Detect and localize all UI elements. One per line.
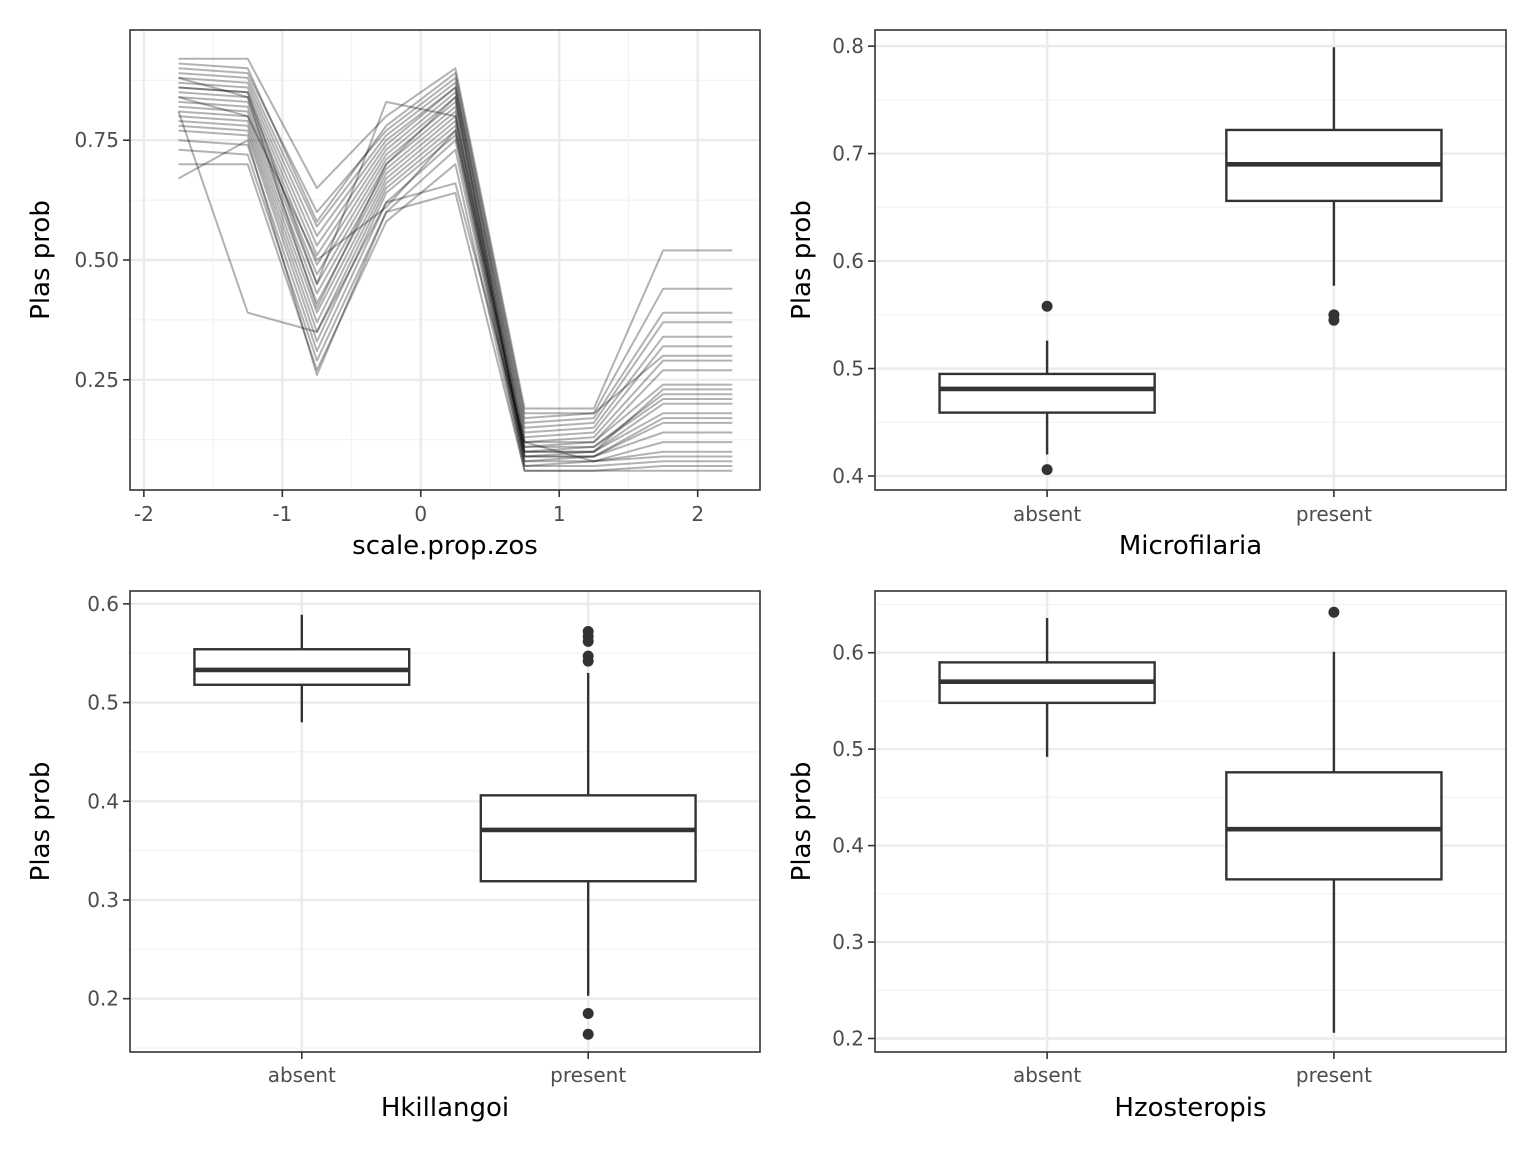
series-line xyxy=(178,81,733,434)
y-axis-title: Plas prob xyxy=(26,200,56,320)
series-line xyxy=(178,139,733,472)
y-tick-label: 0.50 xyxy=(74,248,119,272)
series-line xyxy=(178,91,733,444)
x-tick-label: absent xyxy=(268,1063,336,1087)
y-tick-label: 0.3 xyxy=(87,888,119,912)
y-tick-label: 0.5 xyxy=(832,737,864,761)
series-line xyxy=(178,67,733,420)
x-axis-title: scale.prop.zos xyxy=(352,531,538,561)
series-line xyxy=(178,110,733,453)
box-iqr xyxy=(1225,771,1443,881)
outlier-point xyxy=(582,1028,594,1040)
series-line xyxy=(178,105,733,453)
y-tick-label: 0.4 xyxy=(87,789,119,813)
x-tick-label: 0 xyxy=(414,502,427,526)
outlier-point xyxy=(1328,606,1340,618)
x-axis-title: Hzosteropis xyxy=(1114,1093,1266,1123)
series-line xyxy=(178,72,733,424)
box-iqr xyxy=(193,648,411,686)
x-tick-label: 1 xyxy=(553,502,566,526)
y-tick-label: 0.5 xyxy=(87,691,119,715)
box-panel-hkillangoi: 0.2 0.3 0.4 0.5 0.6 Plas prob Hkillangoi absent… xyxy=(26,590,761,1123)
panel-border xyxy=(874,29,1507,491)
outlier-point xyxy=(1041,300,1053,312)
series-line xyxy=(178,86,733,439)
series-line xyxy=(178,129,733,463)
series-line xyxy=(178,96,733,448)
y-tick-label: 0.2 xyxy=(87,987,119,1011)
x-tick-label: -1 xyxy=(272,502,292,526)
x-tick-label: present xyxy=(1296,1063,1372,1087)
outlier-point xyxy=(582,1008,594,1020)
x-tick-label: absent xyxy=(1013,502,1081,526)
x-tick-label: present xyxy=(1296,502,1372,526)
y-tick-label: 0.7 xyxy=(832,142,864,166)
panel-border xyxy=(129,590,761,1053)
box-iqr xyxy=(479,794,697,883)
series-line xyxy=(178,86,733,453)
x-tick-label: absent xyxy=(1013,1063,1081,1087)
series-line xyxy=(178,163,733,472)
y-axis-title: Plas prob xyxy=(787,200,817,320)
outlier-point xyxy=(1328,314,1340,326)
y-tick-label: 0.8 xyxy=(832,34,864,58)
series-line xyxy=(178,96,733,444)
y-tick-label: 0.6 xyxy=(832,249,864,273)
series-line xyxy=(178,76,733,429)
outlier-point xyxy=(582,655,594,667)
panel-border xyxy=(129,29,761,491)
y-tick-label: 0.25 xyxy=(74,368,119,392)
series-line xyxy=(178,57,733,410)
box-panel-microfilaria: 0.4 0.5 0.6 0.7 0.8 Plas prob Microfilaria abse… xyxy=(787,29,1507,561)
series-line xyxy=(178,120,733,458)
outlier-point xyxy=(1041,464,1053,476)
series-line xyxy=(178,100,733,448)
series-line xyxy=(178,62,733,415)
series-line xyxy=(178,76,733,458)
x-tick-label: -2 xyxy=(134,502,154,526)
line-panel-scale-prop-zos: 0.25 0.50 0.75 Plas prob scale.prop.zos -2 -1 0… xyxy=(26,29,761,561)
series-line xyxy=(178,124,733,463)
box-panel-hzosteropis: 0.2 0.3 0.4 0.5 0.6 Plas prob Hzosteropis absen… xyxy=(787,590,1507,1123)
y-tick-label: 0.3 xyxy=(832,930,864,954)
y-tick-label: 0.2 xyxy=(832,1026,864,1050)
y-axis-title: Plas prob xyxy=(787,762,817,882)
box-iqr xyxy=(938,372,1156,414)
y-tick-label: 0.6 xyxy=(832,641,864,665)
series-line xyxy=(178,115,733,458)
y-tick-label: 0.6 xyxy=(87,592,119,616)
y-tick-label: 0.75 xyxy=(74,128,119,152)
y-tick-label: 0.4 xyxy=(832,834,864,858)
x-tick-label: 2 xyxy=(691,502,704,526)
series-line xyxy=(178,148,733,467)
series-line xyxy=(177,111,733,463)
series-line xyxy=(178,139,733,467)
y-tick-label: 0.4 xyxy=(832,464,864,488)
outlier-point xyxy=(582,635,594,647)
x-tick-label: present xyxy=(550,1063,626,1087)
y-axis-title: Plas prob xyxy=(26,762,56,882)
x-axis-title: Hkillangoi xyxy=(381,1093,509,1123)
x-axis-title: Microfilaria xyxy=(1119,531,1262,561)
y-tick-label: 0.5 xyxy=(832,357,864,381)
panel-border xyxy=(874,590,1507,1053)
